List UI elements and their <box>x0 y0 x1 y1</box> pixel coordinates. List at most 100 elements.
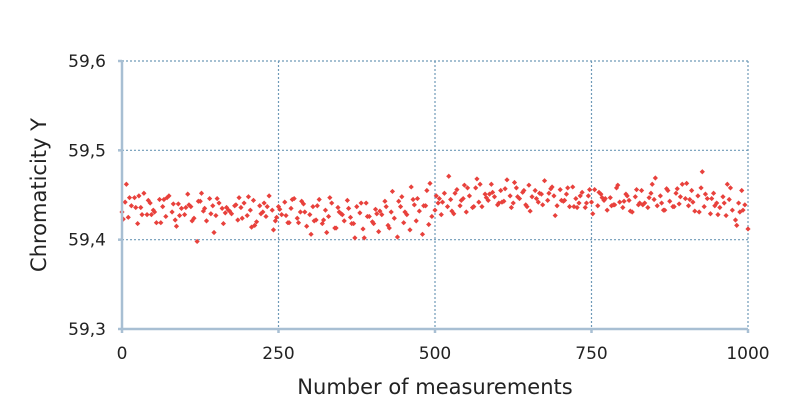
data-point <box>322 207 329 213</box>
data-point <box>449 208 455 214</box>
data-point <box>621 198 627 204</box>
data-point <box>516 195 523 202</box>
data-point <box>721 200 727 206</box>
data-point <box>270 227 277 233</box>
data-point <box>198 190 205 196</box>
data-point <box>715 212 721 218</box>
data-point <box>654 203 660 209</box>
data-point <box>264 204 270 210</box>
data-point <box>583 200 590 206</box>
data-point <box>479 204 485 210</box>
data-point <box>347 214 354 220</box>
data-point <box>433 193 439 199</box>
data-point <box>173 223 180 229</box>
data-point <box>745 226 751 232</box>
data-point <box>258 211 264 217</box>
data-point <box>615 182 621 188</box>
data-point <box>667 198 673 204</box>
data-point <box>416 208 422 214</box>
data-point <box>160 204 166 210</box>
data-point <box>214 195 220 202</box>
data-point <box>435 200 441 206</box>
data-point <box>314 203 320 209</box>
data-point <box>357 210 363 216</box>
data-point <box>485 197 491 203</box>
data-point <box>592 187 598 193</box>
data-point <box>486 191 493 197</box>
data-point <box>176 212 183 219</box>
data-point <box>665 187 671 194</box>
data-point <box>685 203 692 209</box>
data-point <box>495 202 501 208</box>
data-point <box>288 205 294 211</box>
data-point <box>573 195 579 202</box>
data-point <box>266 193 272 199</box>
data-point <box>521 187 527 194</box>
data-point <box>454 187 460 193</box>
data-point <box>324 229 330 236</box>
data-point <box>182 212 188 218</box>
data-point <box>734 222 740 228</box>
data-point <box>579 189 585 195</box>
data-point <box>360 226 366 232</box>
data-point <box>554 203 560 209</box>
data-point <box>235 217 241 223</box>
data-point <box>408 184 414 190</box>
data-point <box>216 200 222 206</box>
data-point <box>374 211 380 217</box>
data-point <box>358 200 364 206</box>
data-point <box>139 212 145 218</box>
data-point <box>510 200 516 206</box>
data-point <box>186 202 192 208</box>
data-point <box>310 204 316 210</box>
data-point <box>637 200 643 206</box>
data-point <box>260 209 266 215</box>
data-point <box>299 198 305 204</box>
data-point <box>195 198 201 204</box>
data-point <box>372 206 379 212</box>
data-point <box>638 187 645 194</box>
data-point <box>153 220 160 226</box>
data-point <box>701 204 707 210</box>
data-point <box>466 193 473 199</box>
data-point <box>172 217 178 223</box>
data-point <box>695 193 701 199</box>
data-point <box>645 204 651 211</box>
data-point <box>414 195 421 202</box>
data-point <box>279 212 285 218</box>
data-point <box>207 195 213 202</box>
data-point <box>377 208 383 214</box>
data-point <box>429 213 435 220</box>
data-point <box>410 196 416 203</box>
data-point <box>257 203 263 209</box>
data-point <box>588 199 595 205</box>
data-point <box>608 203 615 209</box>
data-point <box>128 203 134 209</box>
data-point <box>620 204 626 211</box>
data-point <box>673 190 679 196</box>
data-point <box>682 195 688 202</box>
data-point <box>236 195 242 201</box>
data-point <box>245 194 252 200</box>
data-point <box>385 222 391 228</box>
data-point <box>247 207 253 213</box>
data-point <box>474 176 480 182</box>
data-point <box>696 209 702 215</box>
data-point <box>710 190 717 196</box>
y-tick-label-3: 59,6 <box>68 52 106 72</box>
data-point <box>277 206 283 212</box>
data-point <box>604 207 610 213</box>
data-point <box>382 198 388 204</box>
data-point <box>549 184 555 190</box>
data-point <box>626 197 632 203</box>
data-point <box>244 212 250 219</box>
data-point <box>233 202 239 208</box>
data-point <box>394 234 401 240</box>
data-point <box>222 210 228 216</box>
data-point <box>379 212 385 218</box>
data-point <box>297 209 304 215</box>
data-point <box>571 204 577 210</box>
data-point <box>210 203 216 209</box>
data-point <box>304 223 310 229</box>
data-point <box>441 190 447 196</box>
